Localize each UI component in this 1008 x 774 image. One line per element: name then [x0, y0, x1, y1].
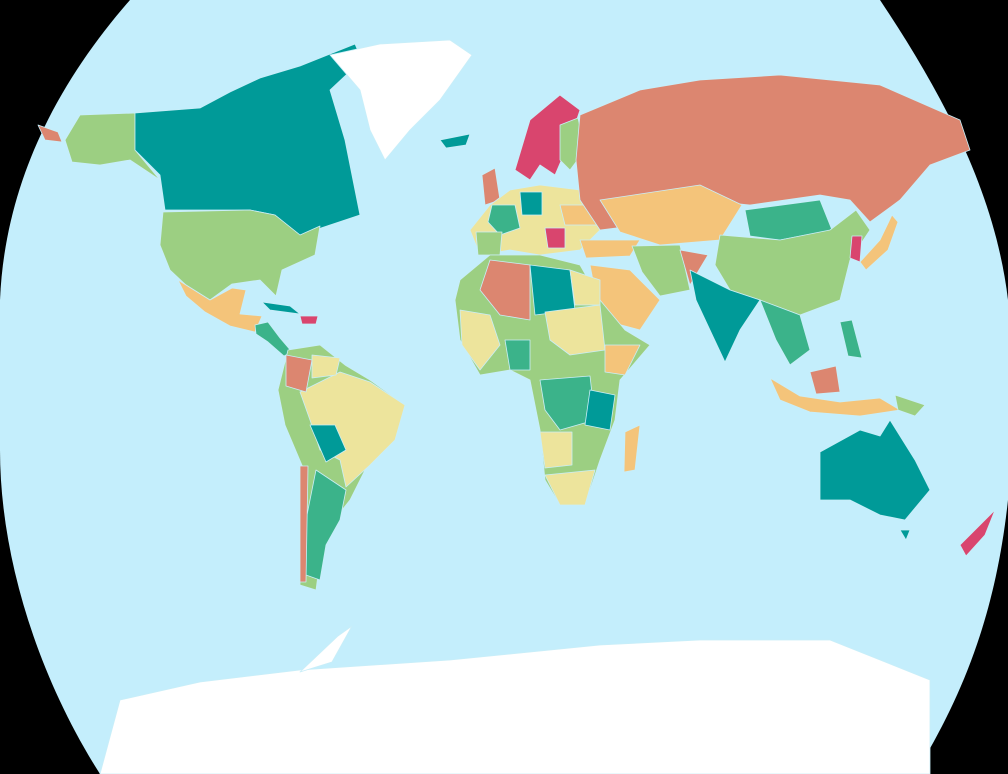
usa — [159, 209, 321, 301]
hispaniola — [299, 315, 319, 325]
nigeria — [504, 339, 531, 371]
ethiopia — [604, 344, 641, 376]
iceland — [439, 133, 471, 149]
south-africa — [544, 469, 596, 506]
antarctic-peninsula — [299, 625, 353, 673]
india — [689, 269, 761, 363]
tasmania — [899, 529, 911, 541]
borneo — [809, 365, 841, 395]
spain — [475, 231, 503, 256]
land-masses — [37, 39, 996, 774]
libya — [529, 264, 576, 316]
southeast-asia — [759, 299, 811, 366]
cuba — [261, 301, 301, 315]
colombia — [285, 354, 313, 393]
venezuela — [311, 354, 341, 379]
philippines — [839, 319, 863, 359]
china — [714, 209, 871, 316]
france — [487, 204, 521, 236]
australia — [819, 419, 931, 521]
chukotka — [37, 124, 63, 143]
korea — [849, 235, 863, 263]
west-africa — [459, 309, 501, 371]
angola — [539, 431, 573, 469]
japan — [859, 214, 899, 271]
madagascar — [623, 424, 641, 473]
tanzania — [584, 389, 616, 431]
turkey — [579, 239, 641, 259]
algeria — [479, 259, 531, 321]
greenland — [329, 39, 473, 161]
drc — [539, 375, 596, 431]
alaska — [64, 112, 161, 181]
germany — [519, 191, 543, 216]
new-zealand — [959, 509, 996, 557]
bolivia — [309, 424, 347, 463]
sudan — [544, 304, 606, 356]
mexico — [177, 279, 263, 333]
papua-new-guinea — [894, 394, 926, 417]
chile — [299, 465, 309, 583]
balkans — [544, 227, 566, 249]
afghanistan — [679, 249, 709, 286]
iran — [631, 244, 691, 297]
canada — [134, 43, 363, 236]
antarctica — [99, 639, 931, 774]
